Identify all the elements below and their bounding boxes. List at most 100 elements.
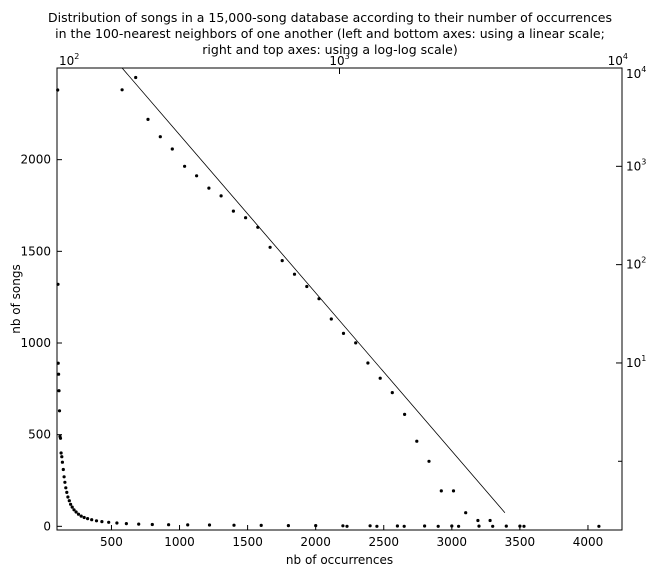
chart-title-line: Distribution of songs in a 15,000-song d…	[48, 10, 612, 25]
right-y-tick-label-exponent: 1	[641, 354, 646, 363]
y-tick-label: 0	[43, 519, 51, 533]
y-tick-label: 2000	[20, 153, 51, 167]
linear-data-point	[94, 519, 99, 523]
linear-data-point	[597, 524, 601, 528]
linear-data-point	[58, 436, 63, 440]
linear-data-point	[375, 524, 379, 528]
loglog-data-point	[292, 272, 297, 276]
x-tick-label: 1000	[164, 535, 195, 549]
loglog-data-point	[354, 341, 358, 345]
top-x-tick-label-exponent: 3	[345, 52, 350, 61]
linear-data-point	[259, 523, 263, 528]
right-y-tick-label: 101	[626, 354, 646, 370]
y-tick-label: 500	[28, 428, 51, 442]
right-y-tick-label: 102	[626, 256, 646, 272]
linear-data-point	[60, 455, 64, 459]
linear-data-point	[457, 524, 461, 528]
top-x-tick-label-base: 10	[59, 54, 74, 68]
loglog-data-point	[378, 376, 382, 380]
top-x-tick-label: 103	[329, 52, 349, 68]
right-y-tick-label-exponent: 4	[641, 65, 646, 74]
plot-area-frame	[56, 67, 623, 531]
linear-data-point	[79, 514, 83, 518]
loglog-data-point	[183, 164, 187, 168]
linear-data-point	[62, 475, 66, 479]
right-y-tick-label-exponent: 2	[641, 256, 646, 265]
x-tick-label: 3000	[437, 535, 468, 549]
linear-data-point	[100, 520, 104, 524]
linear-data-point	[477, 524, 481, 528]
linear-data-point	[56, 88, 60, 92]
loglog-data-point	[120, 88, 124, 92]
linear-data-point	[450, 524, 454, 528]
right-y-tick-label-base: 10	[626, 159, 641, 173]
right-y-tick-label-base: 10	[626, 67, 641, 81]
loglog-data-point	[403, 412, 407, 416]
linear-data-point	[286, 524, 290, 528]
linear-data-point	[70, 505, 74, 509]
linear-data-point	[522, 524, 526, 528]
linear-data-point	[56, 361, 60, 365]
top-x-tick-label: 104	[608, 52, 628, 68]
linear-data-point	[66, 495, 70, 499]
loglog-data-point	[451, 489, 456, 493]
linear-data-point	[86, 517, 90, 521]
linear-data-point	[137, 522, 141, 526]
linear-data-point	[57, 389, 61, 393]
right-y-tick-label-base: 10	[626, 258, 641, 272]
linear-data-point	[57, 409, 62, 413]
loglog-data-point	[244, 216, 248, 220]
linear-data-point	[56, 282, 60, 286]
loglog-data-point	[158, 135, 162, 139]
right-y-tick-label: 104	[626, 65, 646, 81]
x-tick-label: 500	[100, 535, 123, 549]
loglog-data-point	[305, 284, 309, 289]
linear-data-point	[124, 522, 128, 526]
loglog-data-point	[415, 439, 419, 443]
linear-data-point	[314, 524, 318, 528]
linear-data-point	[345, 524, 349, 528]
loglog-data-point	[439, 489, 443, 493]
loglog-data-point	[329, 317, 333, 321]
linear-data-point	[63, 480, 67, 484]
linear-data-point	[67, 499, 71, 503]
linear-data-point	[59, 451, 63, 455]
linear-data-point	[72, 508, 76, 512]
right-y-tick-label-exponent: 3	[641, 157, 646, 166]
loglog-data-point	[366, 361, 370, 365]
x-tick-label: 2500	[368, 535, 399, 549]
loglog-data-point	[231, 209, 235, 213]
linear-data-point	[74, 510, 78, 514]
linear-data-point	[65, 490, 69, 494]
top-x-tick-label-exponent: 4	[623, 52, 628, 61]
loglog-data-point	[219, 194, 223, 198]
top-x-tick-label-exponent: 2	[74, 52, 79, 61]
axis-ticks: 500 1000 1500 2000 2500 3000 3500 4000 0 500 1000 1…	[20, 52, 646, 549]
loglog-data-point	[341, 331, 346, 335]
top-x-tick-label: 102	[59, 52, 79, 68]
loglog-data-point	[390, 391, 394, 395]
loglog-data-point	[427, 459, 431, 463]
loglog-data-point	[280, 259, 284, 263]
linear-data-point	[491, 524, 495, 528]
loglog-data-point	[488, 518, 492, 523]
chart-title-line: right and top axes: using a log-log scal…	[202, 42, 457, 57]
top-x-tick-label-base: 10	[608, 54, 623, 68]
linear-data-point	[402, 524, 406, 528]
y-axis-label: nb of songs	[9, 264, 23, 334]
x-tick-label: 3500	[505, 535, 536, 549]
linear-data-point	[115, 521, 119, 525]
x-tick-label: 1500	[232, 535, 263, 549]
linear-data-point	[368, 524, 372, 528]
linear-data-point	[436, 524, 440, 528]
linear-data-point	[82, 515, 86, 520]
y-tick-label: 1500	[20, 244, 51, 258]
linear-data-point	[341, 524, 345, 528]
chart-title: Distribution of songs in a 15,000-song d…	[48, 10, 612, 57]
x-tick-label: 2000	[300, 535, 331, 549]
data-marks	[56, 67, 601, 528]
linear-data-point	[150, 522, 154, 527]
linear-data-point	[186, 523, 190, 527]
loglog-data-point	[134, 75, 138, 80]
